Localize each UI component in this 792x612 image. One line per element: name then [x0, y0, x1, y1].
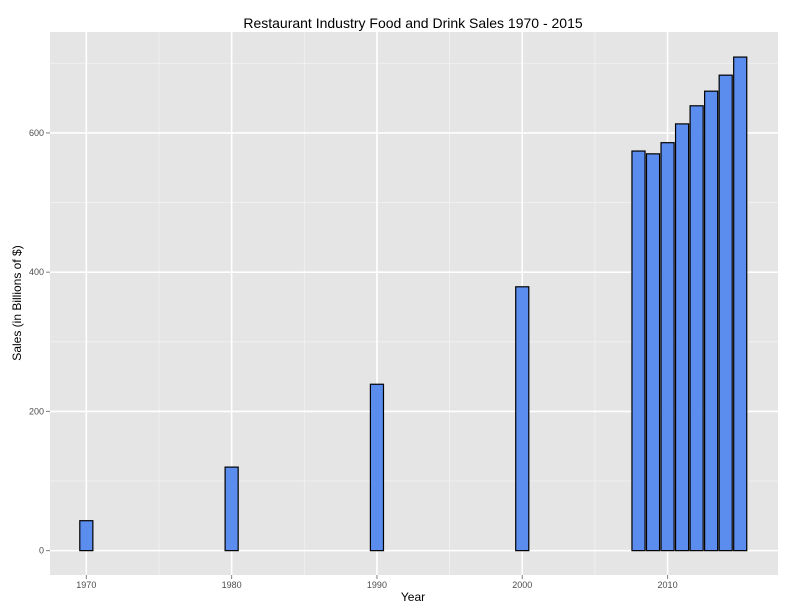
bar-2015	[733, 56, 748, 552]
y-tick-label: 400	[29, 267, 44, 277]
x-tick-label: 2000	[512, 580, 532, 590]
x-tick-label: 2010	[658, 580, 678, 590]
bar-1990	[369, 383, 385, 552]
bar-2008	[631, 150, 646, 552]
y-tick-label: 0	[39, 546, 44, 556]
bar-2012	[689, 105, 704, 552]
bar-2011	[674, 123, 690, 552]
chart-title: Restaurant Industry Food and Drink Sales…	[243, 15, 583, 31]
bar-2014	[718, 74, 733, 552]
bar-1970	[79, 520, 94, 552]
bar-1980	[224, 466, 239, 552]
y-axis: 0 200 400 600	[29, 128, 50, 556]
bar-2013	[704, 90, 719, 552]
y-tick-label: 200	[29, 406, 44, 416]
y-axis-title: Sales (in Billions of $)	[10, 245, 24, 360]
x-axis-title: Year	[401, 590, 425, 604]
x-axis: 1970 1980 1990 2000 2010	[76, 575, 678, 590]
bar-2010	[660, 142, 675, 552]
x-tick-label: 1970	[76, 580, 96, 590]
bar-2009	[645, 153, 661, 552]
x-tick-label: 1990	[367, 580, 387, 590]
bar-2000	[515, 286, 530, 552]
y-tick-label: 600	[29, 128, 44, 138]
x-tick-label: 1980	[222, 580, 242, 590]
bars	[79, 56, 748, 552]
